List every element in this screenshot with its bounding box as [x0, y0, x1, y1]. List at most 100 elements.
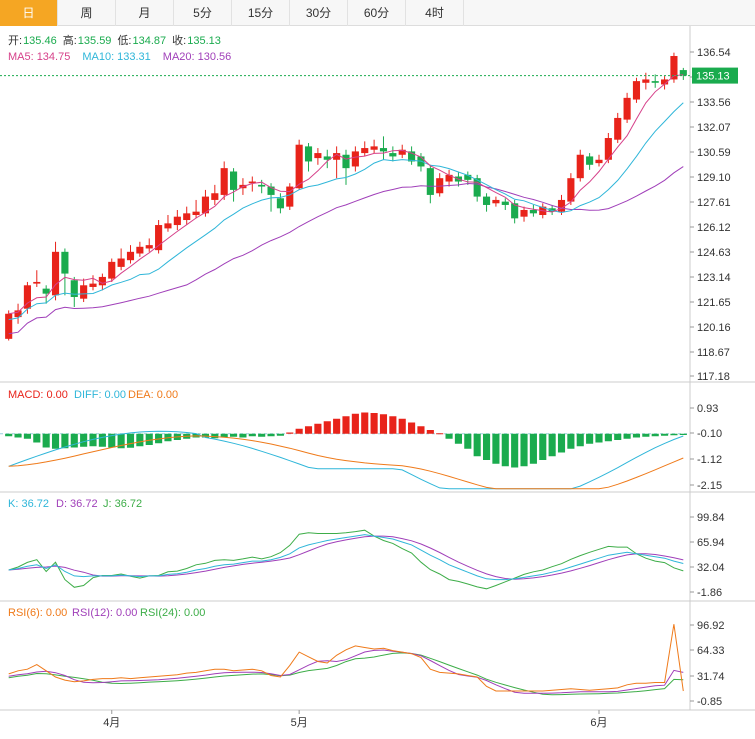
candle-body [304, 146, 313, 162]
macd-bar [89, 433, 97, 447]
candle-body [201, 196, 210, 214]
price-y-tick-label: 129.10 [697, 172, 731, 184]
candle-body [276, 198, 284, 209]
macd-bar [61, 433, 69, 449]
candle-body [211, 193, 219, 200]
macd-bar [548, 433, 556, 457]
diff-legend: DIFF: 0.00 [74, 389, 126, 401]
candle-body [173, 216, 181, 226]
macd-bar [370, 413, 378, 434]
candle-body [117, 258, 125, 267]
legend-close-label: 收: [172, 33, 186, 47]
macd-bar [304, 426, 313, 434]
macd-bar [286, 432, 294, 434]
candle-body [604, 138, 612, 160]
macd-bar [408, 422, 416, 434]
macd-bar [42, 433, 50, 448]
candle-body [14, 310, 22, 318]
rsi6-legend: RSI(6): 0.00 [8, 607, 67, 619]
k-legend: K: 36.72 [8, 498, 49, 510]
macd-y-tick-label: 0.93 [697, 403, 718, 415]
macd-bar [126, 433, 135, 448]
macd-y-tick-label: -1.12 [697, 454, 722, 466]
candle-body [614, 117, 622, 140]
tab-5[interactable]: 30分 [290, 0, 348, 26]
macd-bar [623, 433, 631, 439]
x-tick-label: 5月 [291, 717, 308, 729]
rsi-y-tick-label: -0.85 [697, 696, 722, 708]
macd-bar [642, 433, 650, 437]
candle-body [651, 81, 659, 83]
macd-bar [651, 433, 659, 437]
tab-0[interactable]: 日 [0, 0, 58, 26]
legend-low-label: 低: [117, 34, 131, 47]
tab-6[interactable]: 60分 [348, 0, 406, 26]
price-y-tick-label: 133.56 [697, 97, 731, 109]
price-y-tick-label: 136.54 [697, 47, 731, 59]
macd-bar [267, 433, 275, 437]
macd-y-tick-label: -2.15 [697, 480, 722, 492]
ma5-line [8, 74, 684, 315]
kdj-y-tick-label: 32.04 [697, 562, 725, 574]
macd-bar [342, 416, 350, 434]
candle-body [80, 285, 88, 299]
candle-body [61, 251, 69, 274]
macd-bar [258, 433, 266, 437]
tab-4[interactable]: 15分 [232, 0, 290, 26]
price-y-tick-label: 121.65 [697, 297, 731, 309]
macd-bar [539, 433, 547, 460]
price-y-tick-label: 130.59 [697, 147, 731, 159]
macd-bar [595, 433, 603, 443]
candle-body [389, 153, 397, 157]
candle-body [679, 70, 687, 76]
kdj-y-tick-label: -1.86 [697, 587, 722, 599]
legend-ma10-label: MA10: [82, 51, 114, 63]
legend-low-value: 134.87 [133, 35, 167, 47]
j-line [8, 529, 684, 590]
macd-bar [276, 433, 284, 436]
legend-close-value: 135.13 [187, 35, 221, 47]
candle-body [408, 151, 416, 162]
tab-1[interactable]: 周 [58, 0, 116, 26]
d-legend: D: 36.72 [56, 498, 98, 510]
macd-bar [295, 428, 303, 434]
macd-bar [604, 433, 612, 442]
macd-bar [314, 423, 322, 434]
candle-body [98, 276, 106, 286]
macd-bar [679, 433, 687, 435]
candle-body [145, 245, 153, 249]
macd-bar [445, 433, 453, 439]
x-tick-label: 6月 [590, 717, 607, 729]
candle-body [595, 159, 603, 164]
candle-body [248, 181, 256, 184]
candle-body [126, 251, 135, 261]
price-y-tick-label: 127.61 [697, 197, 731, 209]
candle-body [267, 186, 275, 195]
macd-bar [389, 416, 397, 434]
macd-bar [108, 433, 116, 448]
macd-bar [23, 433, 31, 439]
candle-body [482, 196, 491, 205]
macd-bar [5, 433, 13, 437]
macd-bar [248, 433, 256, 437]
macd-bar [670, 433, 678, 436]
tab-2[interactable]: 月 [116, 0, 174, 26]
tab-3[interactable]: 5分 [174, 0, 232, 26]
candle-body [342, 154, 350, 169]
candle-body [642, 79, 650, 83]
candle-body [136, 246, 144, 254]
macd-bar [632, 433, 641, 438]
candle-body [314, 153, 322, 159]
candle-body [464, 174, 472, 180]
rsi24-line [8, 652, 684, 696]
dea-line [8, 435, 684, 490]
macd-bar [492, 433, 500, 464]
macd-bar [33, 433, 41, 443]
macd-bar [436, 433, 444, 435]
macd-bar [398, 418, 406, 434]
tab-7[interactable]: 4时 [406, 0, 464, 26]
rsi24-legend: RSI(24): 0.00 [140, 607, 205, 619]
rsi-y-tick-label: 64.33 [697, 645, 725, 657]
candle-body [89, 283, 97, 287]
